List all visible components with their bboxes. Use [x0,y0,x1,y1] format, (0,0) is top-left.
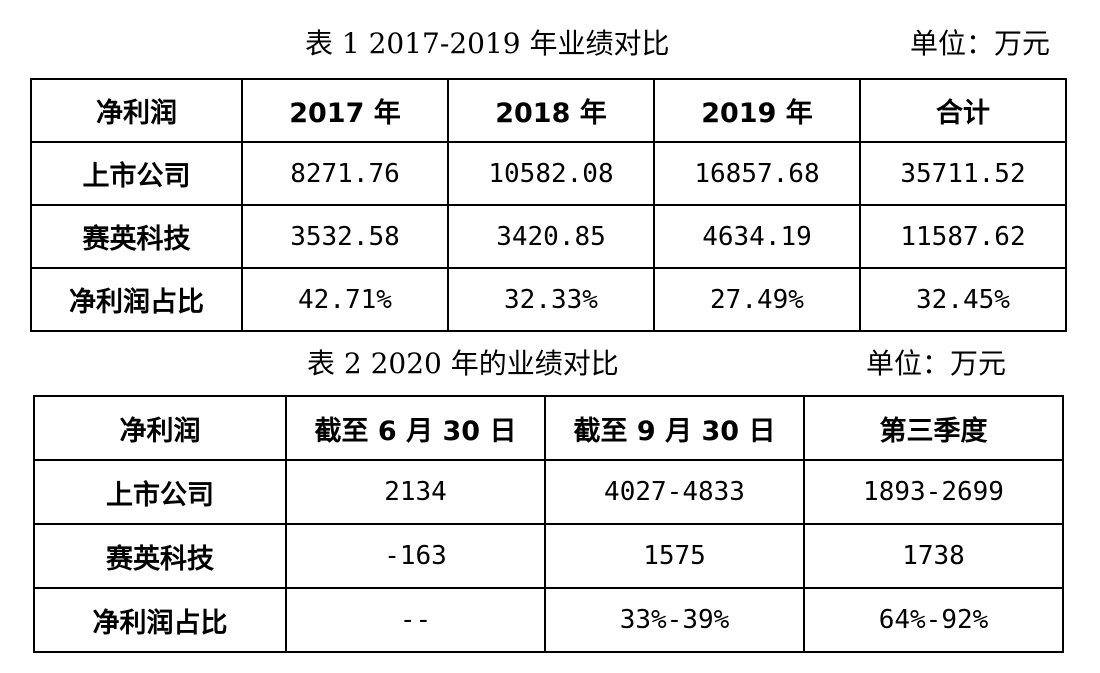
row-label: 赛英科技 [33,523,287,589]
table-cell: 27.49% [653,267,861,332]
table-cell: 11587.62 [859,204,1067,269]
table1-header-cell: 合计 [859,78,1067,143]
table1-caption: 表 1 2017-2019 年业绩对比 [305,27,670,60]
table-cell: 3420.85 [447,204,655,269]
table2-caption: 表 2 2020 年的业绩对比 [307,347,619,380]
table-cell: 4027-4833 [544,459,805,525]
table-cell: 32.33% [447,267,655,332]
table2-header-cell: 截至 9 月 30 日 [544,395,805,461]
table-row: 上市公司 2134 4027-4833 1893-2699 [33,459,1064,525]
table-cell: 35711.52 [859,141,1067,206]
table1-header-cell: 2018 年 [447,78,655,143]
row-label: 上市公司 [33,459,287,525]
table2-performance-2020: 净利润 截至 6 月 30 日 截至 9 月 30 日 第三季度 上市公司 21… [33,395,1064,653]
table-cell: 1738 [803,523,1064,589]
table-cell: 32.45% [859,267,1067,332]
table-cell: 1893-2699 [803,459,1064,525]
table-cell: 8271.76 [241,141,449,206]
table2-header-cell: 净利润 [33,395,287,461]
table-row: 上市公司 8271.76 10582.08 16857.68 35711.52 [30,141,1067,206]
table-row: 净利润占比 42.71% 32.33% 27.49% 32.45% [30,267,1067,332]
table-cell: -163 [285,523,546,589]
table1-header-row: 净利润 2017 年 2018 年 2019 年 合计 [30,78,1067,143]
table-cell: 3532.58 [241,204,449,269]
table2-unit: 单位：万元 [866,347,1007,380]
table-cell: 16857.68 [653,141,861,206]
table-row: 净利润占比 -- 33%-39% 64%-92% [33,587,1064,653]
table-row: 赛英科技 -163 1575 1738 [33,523,1064,589]
table-cell: 4634.19 [653,204,861,269]
table1-header-cell: 净利润 [30,78,243,143]
table1-header-cell: 2017 年 [241,78,449,143]
table-cell: 42.71% [241,267,449,332]
table1-unit: 单位：万元 [910,27,1051,60]
table1-header-cell: 2019 年 [653,78,861,143]
table1-performance-2017-2019: 净利润 2017 年 2018 年 2019 年 合计 上市公司 8271.76… [30,78,1067,332]
row-label: 赛英科技 [30,204,243,269]
table-cell: -- [285,587,546,653]
table-cell: 1575 [544,523,805,589]
row-label: 净利润占比 [33,587,287,653]
row-label: 上市公司 [30,141,243,206]
table-cell: 64%-92% [803,587,1064,653]
table2-header-cell: 第三季度 [803,395,1064,461]
table-row: 赛英科技 3532.58 3420.85 4634.19 11587.62 [30,204,1067,269]
table-cell: 10582.08 [447,141,655,206]
table2-header-row: 净利润 截至 6 月 30 日 截至 9 月 30 日 第三季度 [33,395,1064,461]
row-label: 净利润占比 [30,267,243,332]
table-cell: 2134 [285,459,546,525]
table2-header-cell: 截至 6 月 30 日 [285,395,546,461]
table-cell: 33%-39% [544,587,805,653]
